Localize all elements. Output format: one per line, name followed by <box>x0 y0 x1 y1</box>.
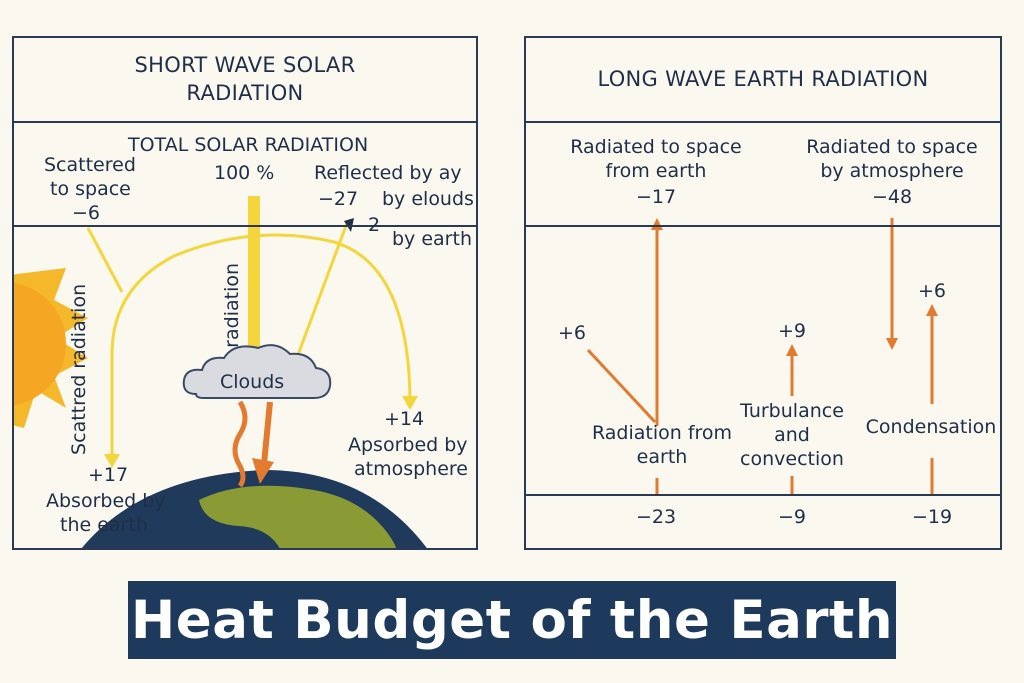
absorbed-earth-label-1: Absorbed by <box>46 490 166 512</box>
radiated-from-earth-label-1: Radiated to space <box>570 136 742 158</box>
long-wave-diagram <box>586 218 938 494</box>
absorbed-atmosphere-label-1: Apsorbed by <box>348 434 468 456</box>
condensation-value: +6 <box>917 280 946 302</box>
total-solar-value: 100 % <box>214 162 275 184</box>
scattered-arc <box>110 233 412 456</box>
radiated-from-earth-value: −17 <box>635 186 677 208</box>
arc-arrowhead-left <box>104 454 120 468</box>
arc-arrowhead-right <box>402 396 418 410</box>
condensation-label: Condensation <box>865 416 997 438</box>
reflected-label: Reflected by ay <box>314 162 462 184</box>
radiated-by-atmosphere-label-1: Radiated to space <box>806 136 978 158</box>
turbulence-label-1: Turbulance <box>740 400 844 422</box>
reflected-earth-text: by earth <box>392 228 472 250</box>
radiation-from-earth-value: +6 <box>558 322 587 344</box>
earth-radiation-diagonal <box>586 348 657 424</box>
reflected-arrow <box>290 222 349 372</box>
atmosphere-top-line <box>526 225 1000 227</box>
short-wave-title: SHORT WAVE SOLAR RADIATION <box>14 38 476 123</box>
scattered-to-space-label-2: to space <box>50 178 131 200</box>
scattered-to-space-value: −6 <box>72 202 101 224</box>
short-wave-panel: SHORT WAVE SOLAR RADIATION TOTAL SOLAR R… <box>12 36 478 550</box>
clouds-label: Clouds <box>220 371 285 393</box>
reflected-clouds-text: by elouds <box>382 188 474 210</box>
absorbed-atmosphere-label-2: atmosphere <box>354 458 468 480</box>
total-solar-radiation-label: TOTAL SOLAR RADIATION <box>128 134 369 156</box>
absorbed-atmosphere-value: +14 <box>384 408 425 430</box>
condensation-bottom-value: −19 <box>911 506 953 528</box>
surface-line <box>526 494 1000 496</box>
scattered-to-space-arrow <box>86 227 124 293</box>
page-title-banner: Heat Budget of the Earth <box>128 581 896 659</box>
scattered-to-space-label-1: Scattered <box>44 154 136 176</box>
cloud-icon <box>182 344 332 399</box>
heat-wiggle <box>232 400 248 488</box>
long-wave-panel: LONG WAVE EARTH RADIATION Radiated to sp… <box>524 36 1002 550</box>
earth-icon <box>81 470 427 548</box>
reflected-earth-value: 2 <box>368 214 381 236</box>
turbulence-label-3: convection <box>740 448 844 470</box>
long-wave-title: LONG WAVE EARTH RADIATION <box>526 38 1000 123</box>
turbulence-value: +9 <box>777 320 806 342</box>
radiation-label: radiation <box>221 262 244 348</box>
heat-arrow <box>252 401 274 484</box>
turbulence-bottom-value: −9 <box>777 506 806 528</box>
reflected-value: −27 <box>318 188 359 210</box>
scattered-radiation-label: Scattred radiation <box>68 283 91 455</box>
radiated-from-earth-label-2: from earth <box>605 160 707 182</box>
radiation-from-earth-label-1: Radiation from <box>591 422 733 444</box>
short-wave-diagram <box>14 196 427 548</box>
turbulence-label-2: and <box>774 424 810 446</box>
radiated-by-atmosphere-value: −48 <box>871 186 913 208</box>
absorbed-earth-label-2: the earth <box>60 514 148 536</box>
radiation-from-earth-label-2: earth <box>636 446 688 468</box>
atmosphere-top-line <box>14 225 476 227</box>
absorbed-earth-value: +17 <box>88 464 129 486</box>
radiation-from-earth-bottom-value: −23 <box>635 506 677 528</box>
sun-icon <box>14 268 88 428</box>
radiated-by-atmosphere-label-2: by atmosphere <box>820 160 964 182</box>
